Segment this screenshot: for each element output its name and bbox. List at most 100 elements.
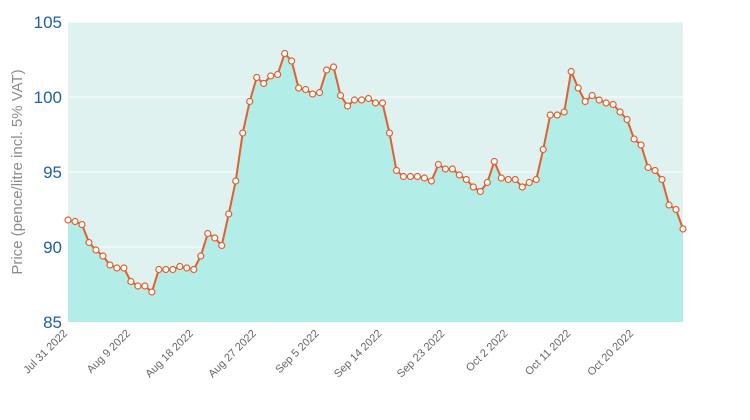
data-point: [343, 102, 352, 110]
data-point: [267, 72, 275, 80]
x-axis-ticks: Jul 31 2022 Aug 9 2022 Aug 18 2022 Aug 27 2…: [21, 328, 636, 381]
data-point: [588, 91, 596, 100]
data-point: [462, 175, 470, 184]
data-point: [511, 175, 519, 184]
data-point: [490, 157, 498, 166]
data-point: [406, 172, 415, 181]
data-point: [141, 282, 149, 290]
y-axis-label: Price (pence/litre incl. 5% VAT): [9, 69, 26, 274]
data-point: [539, 145, 547, 154]
data-point: [315, 88, 324, 97]
x-tick-label: Oct 20 2022: [585, 328, 636, 379]
data-point: [92, 246, 100, 254]
y-tick-label: 85: [43, 313, 62, 332]
data-point: [204, 229, 212, 238]
data-point: [127, 277, 135, 286]
data-point: [176, 262, 184, 271]
data-point: [581, 97, 589, 106]
data-point: [288, 57, 296, 65]
data-point: [211, 234, 219, 242]
data-point: [476, 187, 484, 196]
data-point: [560, 108, 568, 116]
data-point: [232, 177, 240, 185]
data-point: [260, 79, 268, 88]
data-point: [274, 70, 282, 79]
data-point: [99, 252, 107, 260]
data-point: [246, 97, 254, 106]
x-tick-label: Aug 27 2022: [206, 328, 259, 381]
x-tick-label: Aug 18 2022: [143, 328, 196, 381]
data-point: [64, 216, 72, 224]
data-point: [399, 172, 408, 181]
data-point: [106, 261, 114, 269]
data-point: [357, 96, 366, 104]
data-markers: [64, 49, 687, 296]
x-tick-label: Jul 31 2022: [21, 328, 70, 377]
data-point: [239, 129, 247, 137]
data-point: [113, 264, 121, 272]
data-point: [679, 225, 687, 233]
data-point: [309, 90, 317, 98]
data-point: [553, 111, 561, 119]
x-tick-label: Sep 23 2022: [395, 328, 448, 381]
x-tick-label: Sep 5 2022: [273, 328, 321, 376]
data-point: [78, 220, 86, 229]
data-point: [329, 63, 338, 71]
data-point: [623, 115, 631, 124]
data-point: [546, 111, 554, 119]
data-point: [350, 96, 359, 104]
data-point: [253, 73, 261, 82]
area-fill: [68, 53, 683, 322]
data-point: [155, 265, 163, 274]
data-point: [525, 178, 533, 187]
data-point: [455, 171, 463, 179]
data-point: [148, 288, 156, 296]
y-axis-ticks: 85 90 95 100 105: [34, 13, 62, 332]
data-point: [609, 100, 617, 109]
data-point: [469, 183, 477, 191]
y-tick-label: 95: [43, 163, 62, 182]
data-point: [448, 165, 456, 173]
data-point: [378, 99, 387, 107]
data-point: [616, 108, 624, 116]
data-point: [427, 177, 436, 185]
data-point: [567, 67, 575, 76]
data-point: [574, 84, 582, 92]
data-point: [602, 99, 610, 107]
data-point: [532, 175, 540, 184]
data-point: [218, 241, 226, 250]
data-point: [71, 217, 79, 226]
data-point: [441, 165, 449, 173]
data-point: [85, 238, 93, 247]
data-point: [336, 91, 345, 100]
x-tick-label: Oct 2 2022: [464, 328, 511, 375]
data-point: [302, 85, 310, 94]
data-point: [483, 178, 491, 187]
data-point: [665, 201, 673, 209]
data-point: [162, 265, 170, 274]
data-point: [497, 174, 505, 182]
data-point: [385, 129, 394, 137]
data-point: [420, 174, 429, 182]
x-tick-label: Oct 11 2022: [523, 328, 573, 378]
data-point: [504, 175, 512, 184]
data-point: [281, 49, 289, 58]
data-point: [595, 96, 603, 104]
x-tick-label: Sep 14 2022: [332, 328, 385, 381]
data-point: [518, 183, 526, 191]
x-tick-label: Aug 9 2022: [85, 328, 133, 376]
y-tick-label: 90: [43, 238, 62, 257]
data-point: [364, 94, 373, 103]
data-point: [183, 264, 191, 272]
data-point: [392, 166, 401, 175]
data-point: [651, 166, 659, 175]
data-point: [322, 66, 331, 74]
data-point: [644, 163, 652, 172]
data-point: [371, 99, 380, 107]
data-point: [413, 172, 422, 181]
data-point: [630, 135, 638, 143]
data-point: [197, 252, 205, 260]
data-point: [658, 175, 666, 184]
data-point: [637, 141, 645, 149]
